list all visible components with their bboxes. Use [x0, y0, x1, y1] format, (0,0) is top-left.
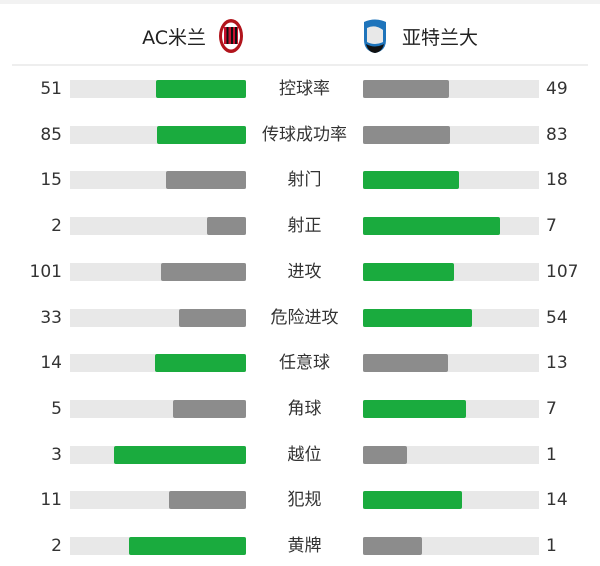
- home-bar-fill: [154, 354, 246, 373]
- away-bar-track: [363, 491, 539, 510]
- away-bar-track: [363, 80, 539, 98]
- stat-row: 2 黄牌 1: [0, 531, 600, 561]
- stat-label: 传球成功率: [262, 124, 347, 145]
- stat-label: 射正: [287, 216, 322, 237]
- home-value: 2: [51, 536, 62, 556]
- home-bar-track: [70, 171, 246, 190]
- home-bar-track: [70, 217, 246, 236]
- away-value: 49: [546, 79, 568, 99]
- stat-label: 黄牌: [287, 536, 322, 556]
- home-bar-fill: [156, 80, 246, 98]
- home-value: 33: [40, 307, 62, 328]
- stat-row: 101 进攻 107: [0, 257, 600, 287]
- stat-row: 51 控球率 49: [0, 74, 600, 104]
- home-value: 2: [51, 216, 62, 237]
- away-value: 54: [546, 307, 568, 328]
- away-value: 1: [546, 536, 557, 556]
- away-bar-fill: [363, 399, 466, 418]
- home-bar-track: [70, 354, 246, 373]
- stat-label: 控球率: [279, 79, 330, 99]
- home-bar-track: [70, 399, 246, 418]
- home-bar-fill: [156, 125, 246, 144]
- stat-label: 进攻: [287, 261, 322, 282]
- stat-label: 射门: [287, 170, 322, 191]
- home-bar-fill: [206, 217, 246, 236]
- home-value: 101: [29, 261, 62, 282]
- away-bar-fill: [363, 491, 462, 510]
- home-bar-track: [70, 125, 246, 144]
- stat-row: 85 传球成功率 83: [0, 120, 600, 150]
- away-bar-fill: [363, 537, 422, 555]
- home-value: 3: [51, 444, 62, 465]
- away-bar-fill: [363, 217, 500, 236]
- stat-row: 15 射门 18: [0, 165, 600, 195]
- away-bar-track: [363, 262, 539, 281]
- home-team[interactable]: AC米兰: [142, 18, 244, 54]
- stat-row: 33 危险进攻 54: [0, 303, 600, 333]
- home-value: 5: [51, 398, 62, 419]
- home-bar-fill: [166, 171, 246, 190]
- away-bar-track: [363, 537, 539, 555]
- home-bar-fill: [114, 445, 246, 464]
- away-bar-track: [363, 445, 539, 464]
- away-bar-track: [363, 308, 539, 327]
- away-value: 7: [546, 216, 557, 237]
- stat-label: 危险进攻: [270, 307, 339, 328]
- away-bar-track: [363, 217, 539, 236]
- away-value: 83: [546, 124, 568, 145]
- header-divider: [12, 64, 588, 66]
- home-bar-fill: [128, 537, 246, 555]
- away-bar-fill: [363, 308, 473, 327]
- away-team-name: 亚特兰大: [402, 26, 479, 49]
- home-bar-fill: [160, 262, 246, 281]
- stat-row: 14 任意球 13: [0, 348, 600, 378]
- away-bar-fill: [363, 354, 448, 373]
- away-value: 14: [546, 490, 568, 511]
- away-bar-track: [363, 171, 539, 190]
- stat-label: 越位: [287, 444, 322, 465]
- home-bar-fill: [179, 308, 246, 327]
- ac-milan-logo-icon: [219, 19, 243, 53]
- away-bar-fill: [363, 171, 459, 190]
- away-value: 18: [546, 170, 568, 191]
- away-bar-track: [363, 354, 539, 373]
- home-bar-fill: [172, 399, 246, 418]
- home-team-name: AC米兰: [142, 26, 206, 49]
- home-value: 14: [40, 353, 62, 374]
- home-bar-track: [70, 80, 246, 98]
- home-bar-track: [70, 308, 246, 327]
- home-bar-track: [70, 445, 246, 464]
- stat-row: 11 犯规 14: [0, 485, 600, 515]
- home-value: 15: [40, 170, 62, 191]
- away-bar-track: [363, 125, 539, 144]
- away-bar-track: [363, 399, 539, 418]
- away-value: 107: [546, 261, 579, 282]
- stat-label: 犯规: [287, 490, 322, 511]
- away-bar-fill: [363, 262, 454, 281]
- home-value: 85: [40, 124, 62, 145]
- top-border: [0, 0, 600, 4]
- home-bar-fill: [168, 491, 246, 510]
- stat-label: 任意球: [279, 353, 330, 374]
- home-value: 11: [40, 490, 62, 511]
- home-value: 51: [40, 79, 62, 99]
- away-team[interactable]: 亚特兰大: [362, 18, 478, 54]
- stat-label: 角球: [287, 398, 322, 419]
- atalanta-logo-icon: [364, 19, 386, 53]
- stat-row: 3 越位 1: [0, 440, 600, 470]
- stat-row: 5 角球 7: [0, 394, 600, 424]
- home-bar-track: [70, 262, 246, 281]
- home-bar-track: [70, 491, 246, 510]
- away-bar-fill: [363, 80, 450, 98]
- away-value: 7: [546, 398, 557, 419]
- home-bar-track: [70, 537, 246, 555]
- away-bar-fill: [363, 125, 450, 144]
- away-value: 13: [546, 353, 568, 374]
- match-header: AC米兰 亚特兰大: [0, 4, 600, 64]
- away-value: 1: [546, 444, 557, 465]
- stat-row: 2 射正 7: [0, 211, 600, 241]
- away-bar-fill: [363, 445, 407, 464]
